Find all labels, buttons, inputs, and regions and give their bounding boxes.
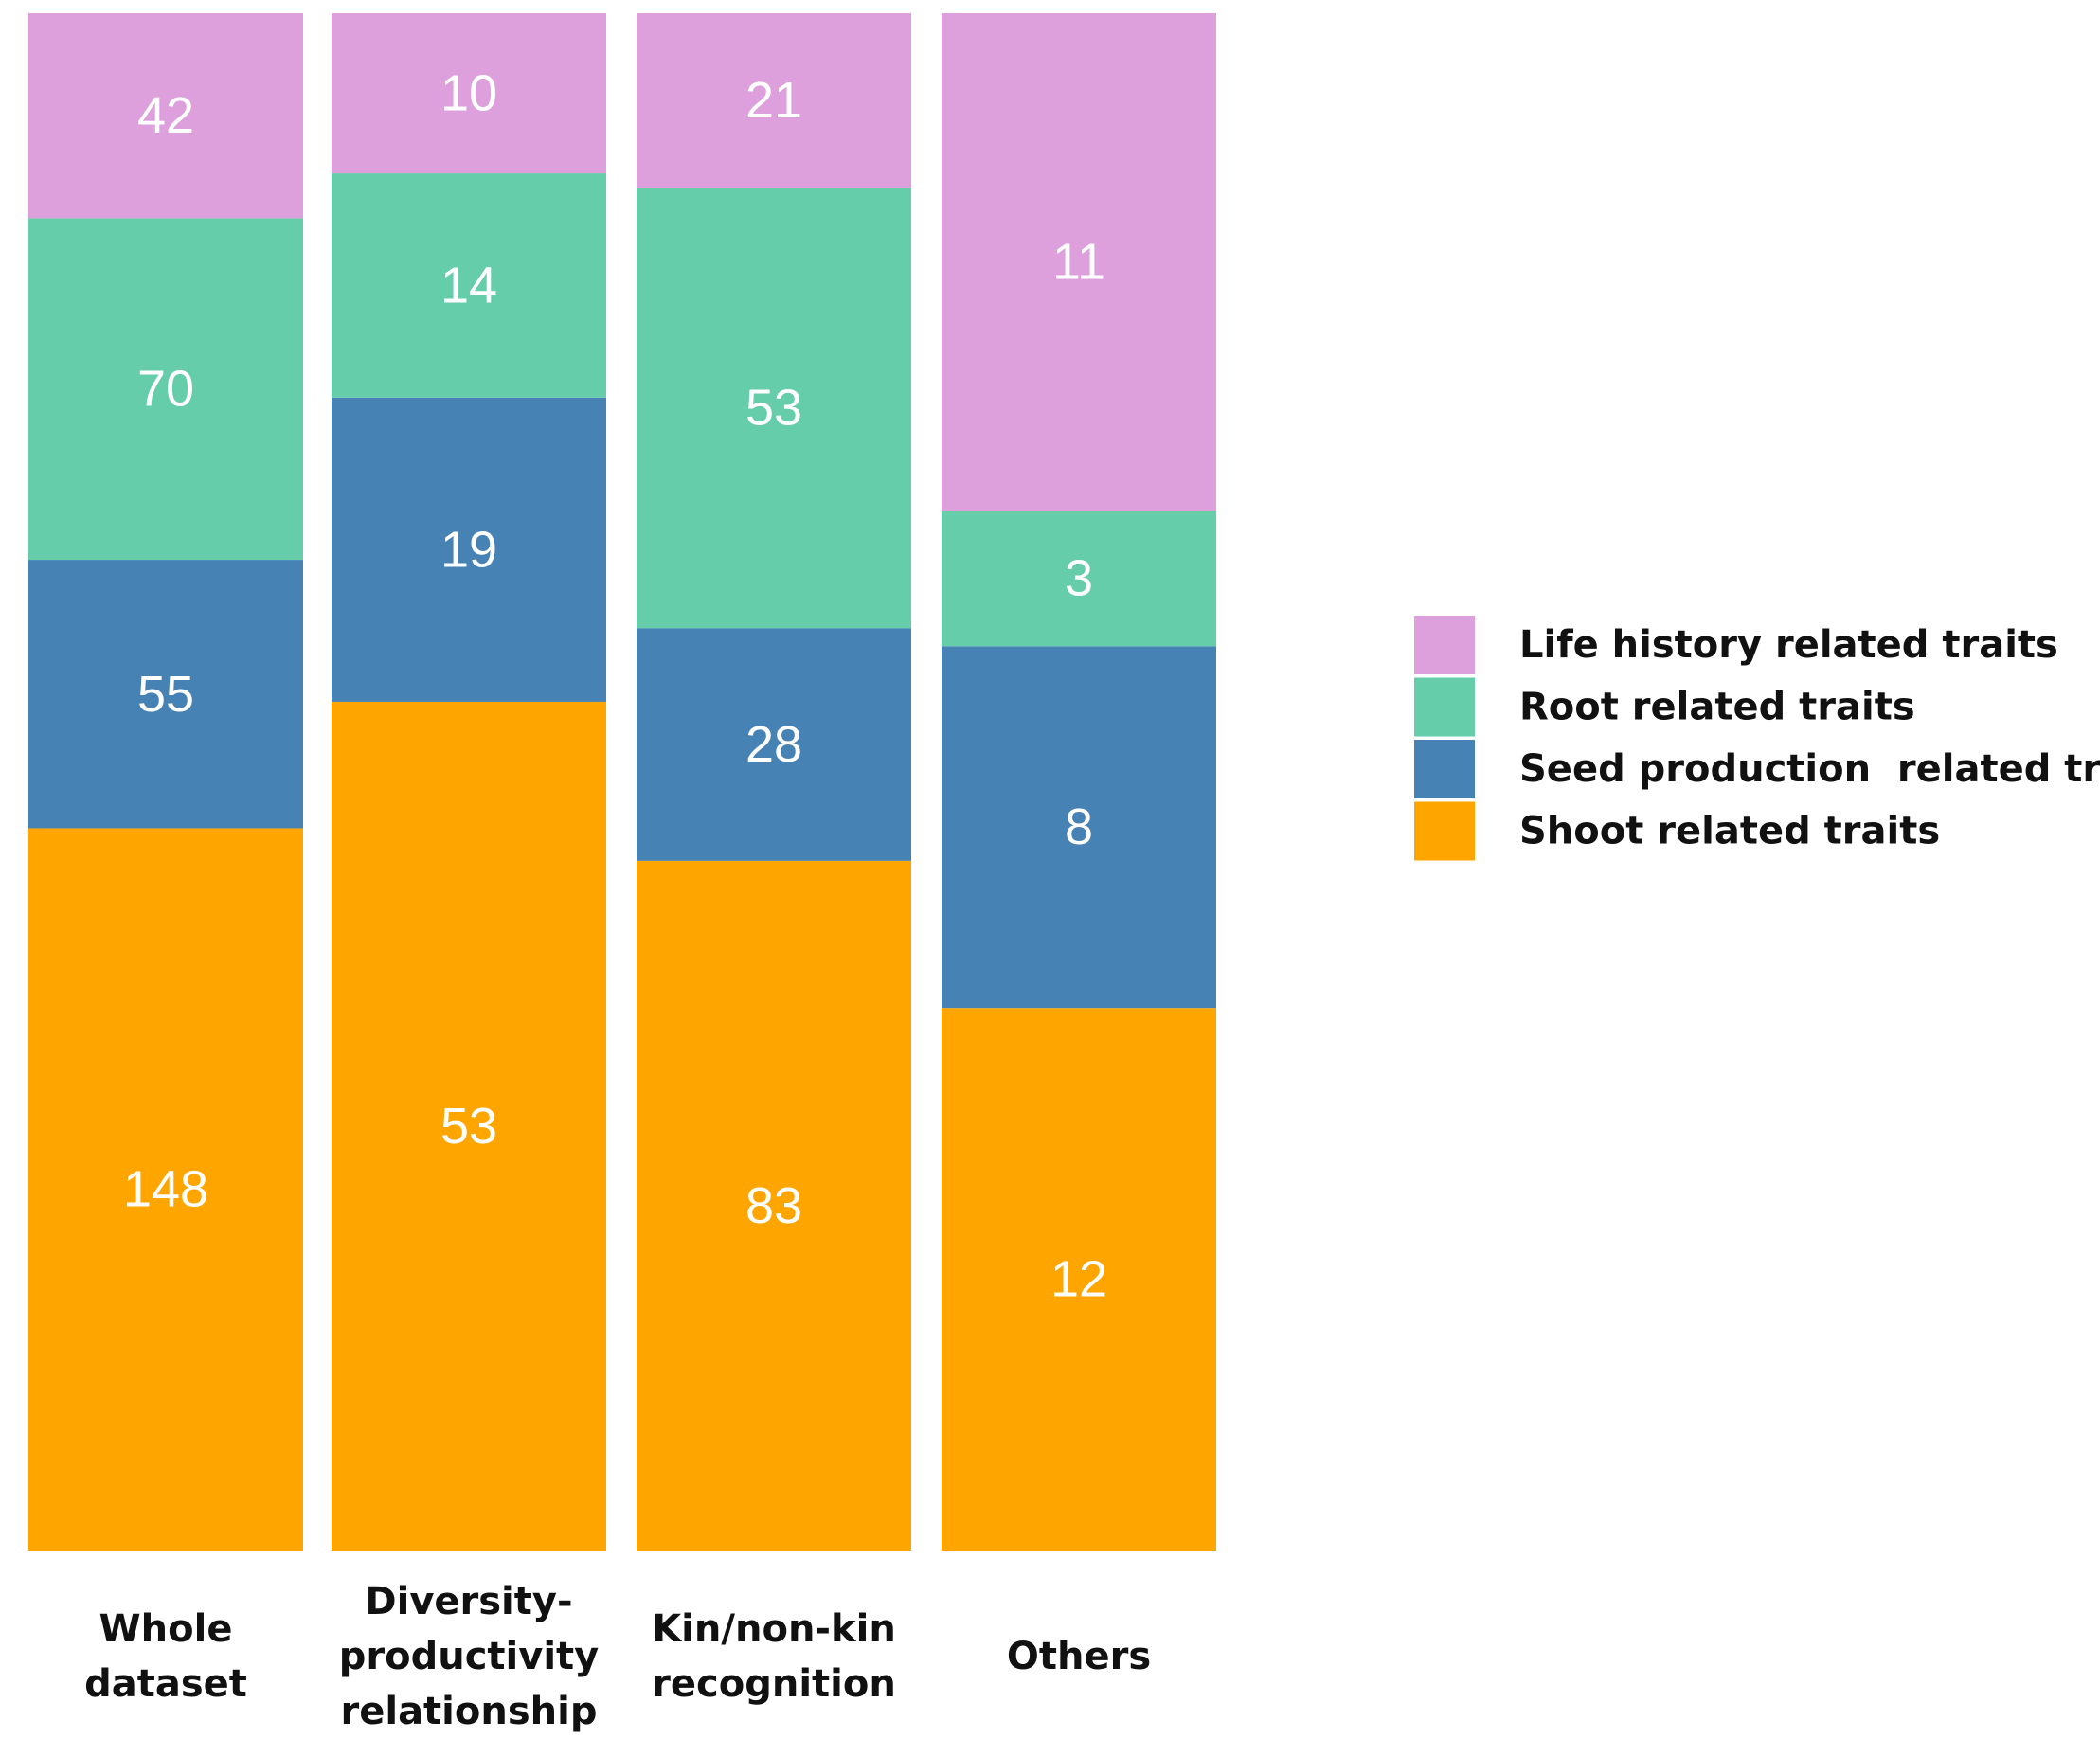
bar-segment [332, 173, 606, 398]
category-labels: Whole dataset Diversity-productivity relati… [84, 1580, 1151, 1733]
bar-segment [637, 628, 911, 861]
legend-swatch [1414, 801, 1475, 861]
bars-area [28, 13, 1216, 1551]
segment-value-label: 28 [745, 716, 802, 773]
segment-value-label: 19 [440, 521, 497, 578]
segment-value-label: 42 [137, 87, 194, 144]
segment-value-label: 11 [1052, 234, 1105, 291]
bar-segment [332, 701, 606, 1551]
bar-segment [332, 397, 606, 702]
legend-swatch [1414, 740, 1475, 798]
bar-segment [942, 1008, 1216, 1551]
segment-value-label: 53 [440, 1098, 497, 1155]
segment-value-label: 10 [440, 65, 497, 122]
bar-segment [637, 13, 911, 188]
bar-segment [637, 860, 911, 1551]
segment-value-label: 3 [1065, 550, 1093, 607]
segment-value-label: 14 [440, 257, 497, 314]
legend-swatch [1414, 616, 1475, 674]
segment-value-label: 12 [1050, 1251, 1107, 1308]
bar-segment [28, 828, 303, 1551]
legend-label: Shoot related traits [1519, 810, 1940, 853]
segment-value-label: 53 [745, 380, 802, 437]
legend-label: Life history related traits [1519, 623, 2058, 667]
category-label: Kin/non-kin recognition [652, 1607, 896, 1706]
segment-value-label: 70 [137, 361, 194, 418]
category-label: Whole dataset [84, 1607, 247, 1706]
legend-label: Root related traits [1519, 686, 1915, 729]
segment-value-label: 55 [137, 666, 194, 723]
segment-value-label: 148 [123, 1161, 208, 1218]
legend-label: Seed production related traits [1519, 747, 2100, 791]
legend-swatch [1414, 677, 1475, 737]
bar-segment [28, 13, 303, 219]
segment-value-label: 8 [1065, 798, 1093, 855]
bar-segment [942, 511, 1216, 647]
segment-value-label: 21 [745, 72, 802, 129]
segment-value-label: 83 [745, 1177, 802, 1234]
bar-segment [942, 13, 1216, 511]
bar-segment [28, 218, 303, 561]
category-label: Diversity-productivity relationship [339, 1580, 599, 1733]
bar-segment [28, 560, 303, 829]
bar-segment [332, 13, 606, 174]
bar-segment [942, 646, 1216, 1009]
bar-segment [637, 188, 911, 629]
legend: Life history related traits Root related … [1414, 616, 2100, 861]
category-label: Others [1007, 1635, 1151, 1678]
